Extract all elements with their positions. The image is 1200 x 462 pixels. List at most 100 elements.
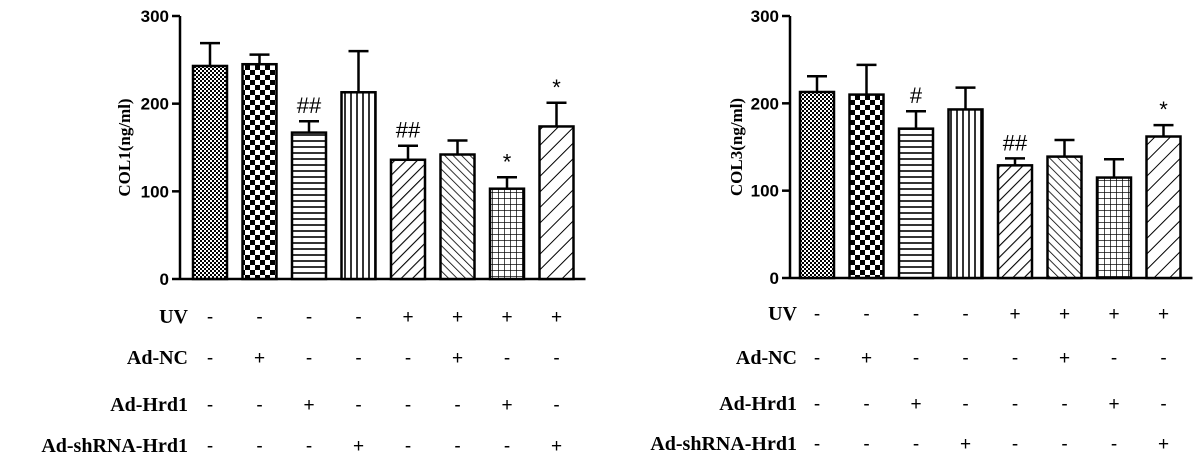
col3-error-bar xyxy=(856,63,877,95)
col1-error-bar xyxy=(546,101,567,127)
col1-y-axis-label: COL1(ng/ml) xyxy=(115,98,134,196)
col1-condition-sign: - xyxy=(454,395,460,416)
col3-error-bar xyxy=(807,75,827,92)
col1-significance-mark: * xyxy=(503,149,512,174)
col3-condition-sign: - xyxy=(1061,394,1067,415)
col1-condition-sign: - xyxy=(355,348,361,369)
col3-bar xyxy=(897,127,935,280)
col1-condition-sign: - xyxy=(405,436,411,457)
col3-condition-sign: + xyxy=(1009,304,1020,325)
col1-condition-sign: - xyxy=(207,307,213,328)
col1-condition-sign: + xyxy=(501,307,512,328)
col3-condition-sign: - xyxy=(962,348,968,369)
col3-error-bar xyxy=(955,86,976,110)
col1-bar xyxy=(191,64,229,281)
col3-bar xyxy=(1145,135,1182,280)
col1-bar xyxy=(389,158,427,281)
col1-condition-sign: + xyxy=(551,436,562,457)
col1-condition-sign: - xyxy=(405,348,411,369)
col3-error-bar xyxy=(1005,157,1025,166)
col1-significance-mark: ## xyxy=(396,118,421,143)
col3-significance-mark: # xyxy=(910,83,923,108)
col1-condition-label: Ad-shRNA-Hrd1 xyxy=(41,435,188,457)
col1-bar xyxy=(488,187,526,281)
col1-significance-mark: ## xyxy=(297,93,322,118)
col3-condition-sign: + xyxy=(861,348,872,369)
col1-condition-sign: + xyxy=(254,348,265,369)
col3-condition-sign: - xyxy=(1061,434,1067,455)
col3-condition-sign: - xyxy=(863,394,869,415)
col3-y-axis-label: COL3(ng/ml) xyxy=(727,98,746,196)
col1-condition-sign: + xyxy=(452,348,463,369)
col1-y-tick-label: 100 xyxy=(141,182,169,201)
col1-error-bar xyxy=(447,139,468,155)
col1-condition-label: Ad-Hrd1 xyxy=(110,394,188,416)
col3-condition-sign: + xyxy=(960,434,971,455)
col1-condition-sign: - xyxy=(405,395,411,416)
col3-condition-label: Ad-shRNA-Hrd1 xyxy=(650,433,797,455)
col1-condition-sign: - xyxy=(207,436,213,457)
col3-condition-sign: - xyxy=(814,394,820,415)
col1-condition-sign: + xyxy=(501,395,512,416)
col3-condition-sign: - xyxy=(913,434,919,455)
col1-condition-sign: + xyxy=(303,395,314,416)
col3-condition-sign: + xyxy=(1108,394,1119,415)
col3-condition-sign: - xyxy=(1160,348,1166,369)
col1-condition-sign: - xyxy=(355,395,361,416)
col3-bar xyxy=(848,93,885,280)
col3-condition-sign: - xyxy=(814,348,820,369)
col1-condition-sign: - xyxy=(207,348,213,369)
col3-error-bar xyxy=(1153,123,1174,137)
col1-bar xyxy=(290,131,328,281)
col1-condition-sign: - xyxy=(256,307,262,328)
col1-bar xyxy=(439,153,476,281)
col1-condition-sign: - xyxy=(553,395,559,416)
col3-error-bar xyxy=(1054,138,1075,157)
col3-condition-sign: - xyxy=(1111,434,1117,455)
col3-y-tick-label: 200 xyxy=(751,94,779,113)
col1-condition-sign: - xyxy=(306,348,312,369)
col3-y-tick-label: 0 xyxy=(770,269,779,288)
col3-condition-sign: - xyxy=(913,304,919,325)
col3-condition-sign: - xyxy=(962,394,968,415)
col1-condition-sign: - xyxy=(256,395,262,416)
col3-significance-mark: ## xyxy=(1003,130,1028,155)
col1-y-tick-label: 200 xyxy=(141,95,169,114)
col1-condition-sign: - xyxy=(306,307,312,328)
col3-condition-sign: - xyxy=(814,304,820,325)
col1-condition-sign: + xyxy=(551,307,562,328)
col1-error-bar xyxy=(299,119,319,133)
col3-condition-sign: - xyxy=(863,434,869,455)
col3-y-tick-label: 300 xyxy=(751,7,779,26)
col3-condition-sign: - xyxy=(814,434,820,455)
col1-significance-mark: * xyxy=(552,75,561,100)
col3-bar xyxy=(996,164,1034,280)
col1-condition-sign: - xyxy=(256,436,262,457)
col1-condition-sign: - xyxy=(454,436,460,457)
col1-error-bar xyxy=(398,144,418,160)
col1-condition-sign: - xyxy=(504,436,510,457)
col1-condition-sign: - xyxy=(504,348,510,369)
col3-condition-sign: - xyxy=(1012,394,1018,415)
col1-bar xyxy=(340,91,377,281)
col3-y-tick-label: 100 xyxy=(751,182,779,201)
col3-condition-label: Ad-NC xyxy=(736,347,797,369)
col3-condition-sign: + xyxy=(1108,304,1119,325)
col3-condition-sign: - xyxy=(1012,348,1018,369)
col3-bar xyxy=(1046,155,1083,280)
col3-bar xyxy=(947,108,984,280)
col1-condition-sign: + xyxy=(402,307,413,328)
col1-bar xyxy=(538,125,575,281)
col1-condition-sign: + xyxy=(452,307,463,328)
col3-condition-sign: - xyxy=(913,348,919,369)
col1-condition-label: UV xyxy=(159,306,188,328)
col3-condition-sign: + xyxy=(910,394,921,415)
col3-error-bar xyxy=(906,109,926,129)
col3-condition-sign: + xyxy=(1059,304,1070,325)
col3-condition-sign: - xyxy=(962,304,968,325)
col1-condition-label: Ad-NC xyxy=(127,347,188,369)
col1-y-tick-label: 0 xyxy=(160,270,169,289)
col1-error-bar xyxy=(497,176,517,189)
